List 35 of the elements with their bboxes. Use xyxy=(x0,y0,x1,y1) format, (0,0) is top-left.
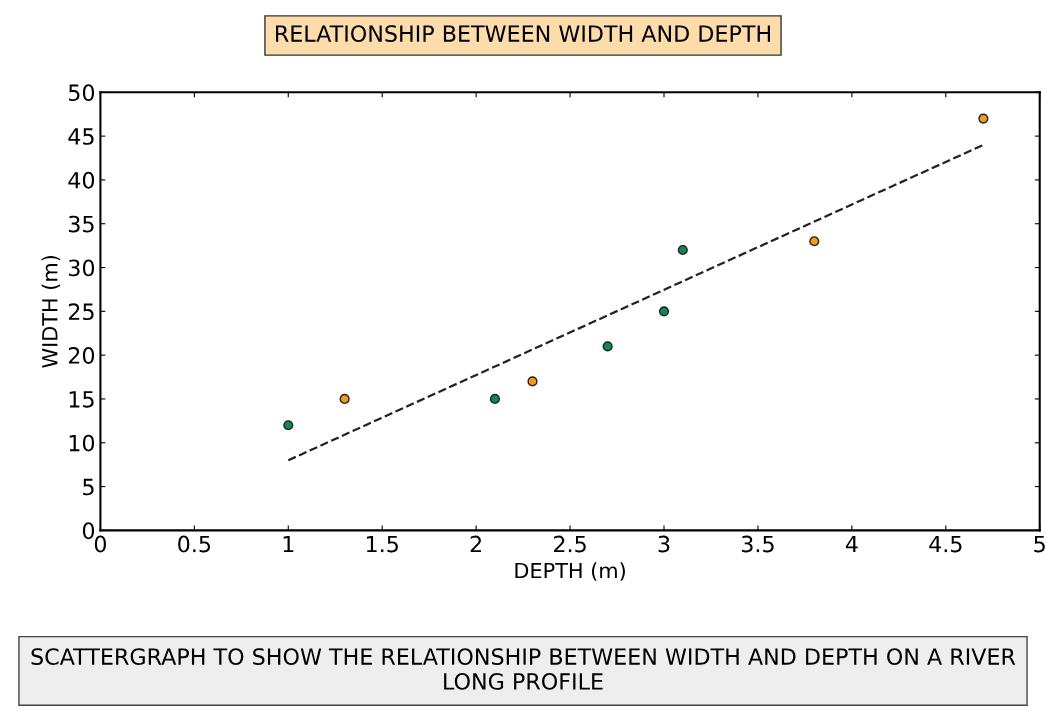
x-tick-label: 0.5 xyxy=(178,535,211,553)
point xyxy=(339,393,350,405)
y-tick-label: 45 xyxy=(68,128,94,145)
point xyxy=(677,244,688,256)
x-tick-label: 2 xyxy=(470,535,481,553)
y-tick-label: 0 xyxy=(82,522,95,540)
x-tick-label: 1.5 xyxy=(366,535,398,553)
text: SCATTERGRAPH TO SHOW THE RELATIONSHIP BETWEEN WIDTH AND DEPTH ON A RIVER LONG PROFILE xyxy=(31,648,1016,690)
y-axis-title: WIDTH (m) xyxy=(41,255,61,368)
x-tick-label: 4.5 xyxy=(929,535,962,553)
y-tick-label: 15 xyxy=(69,391,94,408)
chart-title: RELATIONSHIP BETWEEN WIDTH AND DEPTH xyxy=(276,25,770,42)
y-tick-label: 40 xyxy=(68,171,95,189)
x-tick-label: 3 xyxy=(658,535,670,553)
x-axis-title: DEPTH (m) xyxy=(515,562,625,581)
point xyxy=(489,393,501,405)
x-tick-label: 3.5 xyxy=(741,535,774,553)
point xyxy=(658,306,670,317)
point xyxy=(527,376,538,387)
point xyxy=(809,236,820,247)
x-tick-label: 4 xyxy=(845,535,858,553)
y-tick-label: 50 xyxy=(68,84,95,102)
x-tick-label: 0 xyxy=(94,535,107,553)
point xyxy=(978,113,989,124)
x-tick-label: 2.5 xyxy=(554,535,586,553)
y-tick-label: 5 xyxy=(83,478,94,496)
x-tick-label: 5 xyxy=(1034,535,1045,553)
y-tick-label: 20 xyxy=(68,347,95,364)
point xyxy=(602,341,613,352)
y-tick-label: 10 xyxy=(69,434,95,452)
y-tick-label: 35 xyxy=(68,215,94,233)
x-tick-label: 1 xyxy=(283,535,294,553)
point xyxy=(283,420,294,431)
y-tick-label: 25 xyxy=(68,303,94,321)
y-tick-label: 30 xyxy=(68,259,95,277)
